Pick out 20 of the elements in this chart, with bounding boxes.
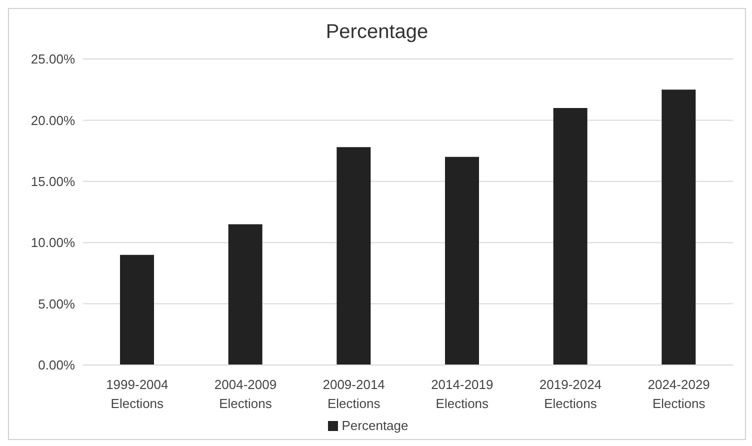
chart-title: Percentage bbox=[324, 20, 430, 45]
y-tick-label: 15.00% bbox=[30, 174, 76, 190]
y-tick-label: 0.00% bbox=[38, 358, 76, 373]
x-tick-label: 2019-2024 Elections bbox=[539, 377, 602, 411]
bar bbox=[445, 156, 479, 365]
x-tick-label: 2004-2009 Elections bbox=[214, 377, 277, 411]
bar bbox=[120, 254, 154, 365]
x-tick-label: 1999-2004 Elections bbox=[106, 377, 168, 411]
x-tick-label: 2009-2014 Elections bbox=[322, 377, 385, 411]
y-tick-label: 20.00% bbox=[30, 112, 76, 128]
bar bbox=[336, 147, 371, 365]
y-tick-label: 25.00% bbox=[30, 52, 76, 67]
bar bbox=[662, 90, 696, 365]
bar bbox=[228, 224, 262, 365]
bar bbox=[553, 108, 588, 365]
x-tick-label: 2014-2019 Elections bbox=[431, 377, 494, 411]
legend-label: Percentage bbox=[342, 418, 408, 433]
y-tick-label: 10.00% bbox=[30, 235, 76, 250]
y-tick-label: 5.00% bbox=[38, 296, 76, 312]
x-tick-label: 2024-2029 Elections bbox=[648, 377, 710, 411]
